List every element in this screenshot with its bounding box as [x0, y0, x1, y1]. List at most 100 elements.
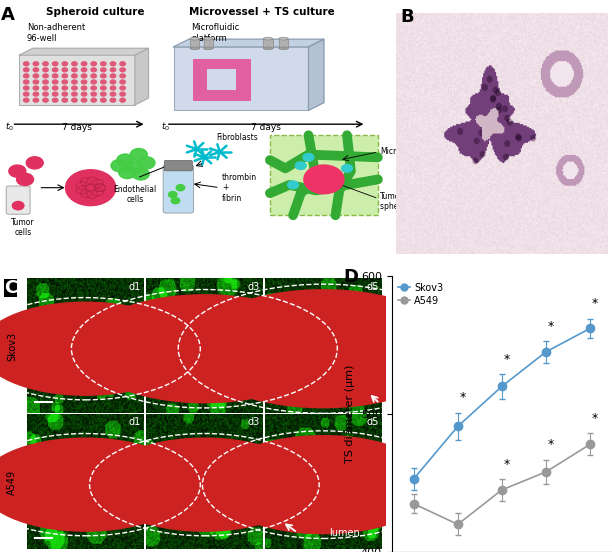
Text: 7 days: 7 days	[251, 123, 281, 132]
Circle shape	[125, 161, 141, 173]
Circle shape	[120, 68, 125, 72]
Circle shape	[119, 167, 136, 179]
Text: Tumor
cells: Tumor cells	[12, 218, 35, 237]
Circle shape	[33, 62, 39, 66]
Y-axis label: TS diameter (μm): TS diameter (μm)	[345, 365, 355, 463]
Circle shape	[111, 160, 128, 172]
Circle shape	[43, 92, 48, 96]
Ellipse shape	[0, 301, 192, 396]
Circle shape	[296, 162, 306, 169]
Text: d3: d3	[247, 282, 259, 291]
Circle shape	[81, 68, 87, 72]
Text: *: *	[548, 320, 554, 332]
Ellipse shape	[263, 38, 272, 40]
Circle shape	[62, 98, 67, 102]
Circle shape	[23, 68, 29, 72]
FancyBboxPatch shape	[193, 90, 251, 100]
Circle shape	[138, 157, 155, 169]
Circle shape	[132, 168, 149, 180]
Circle shape	[91, 98, 97, 102]
Ellipse shape	[190, 47, 200, 50]
Circle shape	[43, 74, 48, 78]
Circle shape	[72, 92, 77, 96]
Circle shape	[33, 92, 39, 96]
Circle shape	[176, 184, 185, 191]
Text: Microvessel + TS culture: Microvessel + TS culture	[189, 7, 335, 17]
Ellipse shape	[99, 437, 310, 532]
Circle shape	[171, 198, 180, 204]
Text: $t_0$: $t_0$	[161, 121, 170, 133]
Circle shape	[91, 74, 97, 78]
Circle shape	[43, 98, 48, 102]
Text: d5: d5	[367, 417, 379, 427]
Circle shape	[110, 68, 116, 72]
Circle shape	[341, 164, 353, 172]
Circle shape	[100, 98, 106, 102]
Text: lumen: lumen	[329, 528, 360, 538]
Circle shape	[72, 68, 77, 72]
Circle shape	[91, 68, 97, 72]
Circle shape	[23, 62, 29, 66]
Circle shape	[53, 86, 58, 90]
Circle shape	[23, 80, 29, 84]
Text: d1: d1	[129, 282, 141, 291]
Text: A: A	[1, 6, 15, 24]
Text: Spheroid culture: Spheroid culture	[47, 7, 145, 17]
Circle shape	[120, 80, 125, 84]
Circle shape	[53, 62, 58, 66]
Ellipse shape	[279, 38, 288, 40]
Circle shape	[72, 98, 77, 102]
Circle shape	[62, 86, 67, 90]
Circle shape	[91, 92, 97, 96]
Text: D: D	[343, 268, 358, 286]
FancyBboxPatch shape	[204, 39, 213, 48]
Circle shape	[81, 80, 87, 84]
FancyBboxPatch shape	[20, 55, 135, 105]
Text: *: *	[504, 353, 510, 365]
Text: $t_0$: $t_0$	[5, 121, 14, 133]
Text: Microfluidic
platform: Microfluidic platform	[191, 24, 239, 43]
Text: Microvessels: Microvessels	[380, 147, 428, 156]
Circle shape	[120, 62, 125, 66]
Circle shape	[100, 62, 106, 66]
Circle shape	[120, 86, 125, 90]
Ellipse shape	[279, 47, 288, 50]
Text: Tumor
spheroid (TS): Tumor spheroid (TS)	[380, 192, 431, 211]
Circle shape	[120, 92, 125, 96]
Circle shape	[43, 68, 48, 72]
Circle shape	[53, 92, 58, 96]
Circle shape	[62, 92, 67, 96]
Circle shape	[81, 86, 87, 90]
Text: Non-adherent
96-well: Non-adherent 96-well	[27, 24, 85, 43]
Circle shape	[81, 62, 87, 66]
Circle shape	[65, 170, 116, 206]
Circle shape	[62, 62, 67, 66]
Text: *: *	[460, 391, 466, 404]
Ellipse shape	[0, 437, 192, 532]
Circle shape	[62, 74, 67, 78]
Polygon shape	[135, 48, 149, 105]
Circle shape	[53, 68, 58, 72]
Circle shape	[303, 153, 314, 161]
Circle shape	[110, 86, 116, 90]
Ellipse shape	[81, 294, 327, 404]
Circle shape	[23, 74, 29, 78]
Ellipse shape	[263, 47, 272, 50]
FancyBboxPatch shape	[174, 47, 308, 110]
Text: C: C	[4, 279, 17, 297]
Circle shape	[23, 98, 29, 102]
Text: Skov3: Skov3	[7, 331, 17, 360]
Text: d1: d1	[129, 417, 141, 427]
Circle shape	[110, 80, 116, 84]
Circle shape	[110, 74, 116, 78]
FancyBboxPatch shape	[6, 186, 30, 214]
Ellipse shape	[189, 289, 457, 408]
Circle shape	[72, 62, 77, 66]
Circle shape	[12, 201, 24, 210]
Circle shape	[43, 86, 48, 90]
Circle shape	[33, 74, 39, 78]
Circle shape	[9, 165, 26, 177]
Text: *: *	[592, 412, 599, 425]
Circle shape	[120, 98, 125, 102]
Circle shape	[72, 80, 77, 84]
